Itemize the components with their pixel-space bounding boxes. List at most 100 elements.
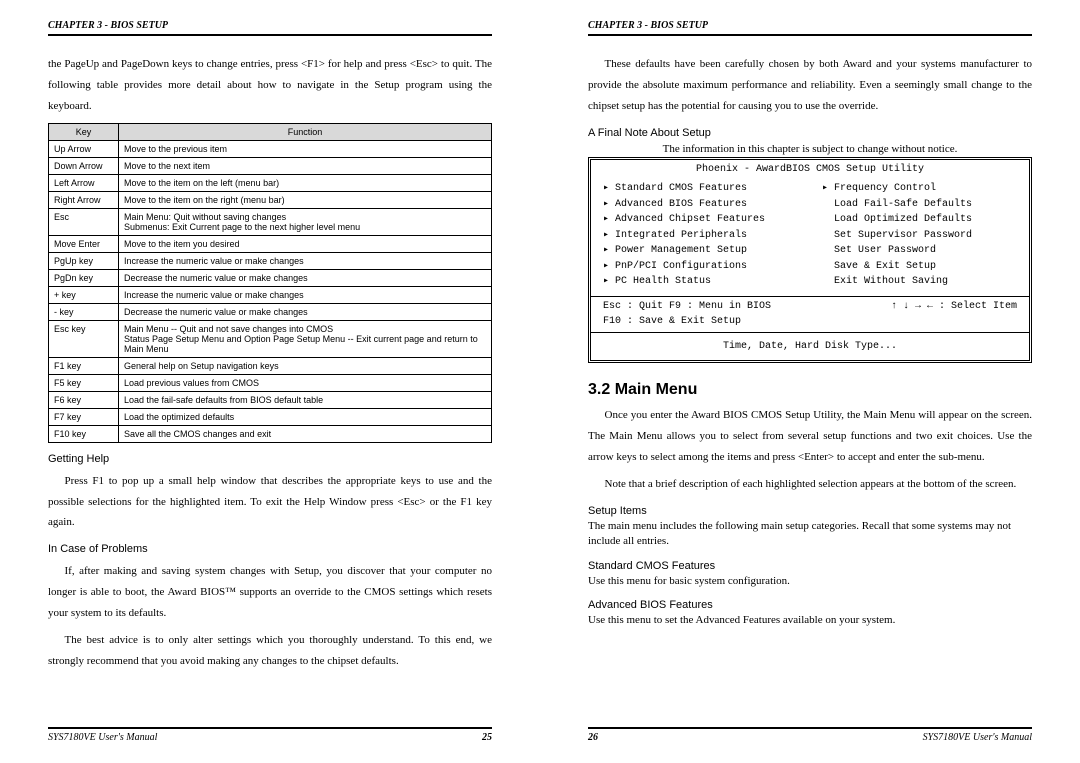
bios-menu-item: ▸ Advanced Chipset Features xyxy=(603,212,798,228)
bios-hint-row: Esc : Quit F9 : Menu in BIOS F10 : Save … xyxy=(591,297,1029,333)
chapter-header-right: CHAPTER 3 - BIOS SETUP xyxy=(588,20,1032,36)
table-row: Down ArrowMove to the next item xyxy=(49,157,492,174)
problems-p2: The best advice is to only alter setting… xyxy=(48,630,492,672)
table-cell-key: F10 key xyxy=(49,425,119,442)
table-row: PgDn keyDecrease the numeric value or ma… xyxy=(49,269,492,286)
bios-col-left: ▸ Standard CMOS Features▸ Advanced BIOS … xyxy=(591,181,810,290)
table-row: - keyDecrease the numeric value or make … xyxy=(49,303,492,320)
bios-title: Phoenix - AwardBIOS CMOS Setup Utility xyxy=(591,160,1029,178)
table-cell-key: Esc key xyxy=(49,320,119,357)
table-cell-function: Increase the numeric value or make chang… xyxy=(119,286,492,303)
table-cell-key: - key xyxy=(49,303,119,320)
bios-menu-item: Exit Without Saving xyxy=(822,274,1017,290)
chapter-header-left: CHAPTER 3 - BIOS SETUP xyxy=(48,20,492,36)
table-cell-function: Decrease the numeric value or make chang… xyxy=(119,303,492,320)
table-cell-key: F5 key xyxy=(49,374,119,391)
bios-menu-item: ▸ Power Management Setup xyxy=(603,243,798,259)
table-row: F1 keyGeneral help on Setup navigation k… xyxy=(49,357,492,374)
bios-menu-item: ▸ Frequency Control xyxy=(822,181,1017,197)
content-right: These defaults have been carefully chose… xyxy=(588,36,1032,727)
table-row: Esc keyMain Menu -- Quit and not save ch… xyxy=(49,320,492,357)
page-number-left: 25 xyxy=(482,732,492,743)
table-head-key: Key xyxy=(49,123,119,140)
bios-menu-item: ▸ Integrated Peripherals xyxy=(603,228,798,244)
table-cell-function: Main Menu: Quit without saving changes S… xyxy=(119,208,492,235)
table-cell-function: Main Menu -- Quit and not save changes i… xyxy=(119,320,492,357)
table-cell-function: Load previous values from CMOS xyxy=(119,374,492,391)
table-cell-function: Load the optimized defaults xyxy=(119,408,492,425)
table-cell-function: Move to the item on the left (menu bar) xyxy=(119,174,492,191)
table-cell-key: F1 key xyxy=(49,357,119,374)
main-menu-p2: Note that a brief description of each hi… xyxy=(588,474,1032,495)
table-row: F10 keySave all the CMOS changes and exi… xyxy=(49,425,492,442)
footer-manual-left: SYS7180VE User's Manual xyxy=(48,732,157,743)
table-cell-function: Save all the CMOS changes and exit xyxy=(119,425,492,442)
table-cell-function: Move to the next item xyxy=(119,157,492,174)
bios-col-right: ▸ Frequency Control Load Fail-Safe Defau… xyxy=(810,181,1029,290)
setup-items-heading: Setup Items xyxy=(588,505,1032,517)
intro-paragraph: the PageUp and PageDown keys to change e… xyxy=(48,54,492,117)
getting-help-body: Press F1 to pop up a small help window t… xyxy=(48,471,492,534)
table-row: PgUp keyIncrease the numeric value or ma… xyxy=(49,252,492,269)
bios-menu-item: Load Fail-Safe Defaults xyxy=(822,197,1017,213)
table-cell-key: Esc xyxy=(49,208,119,235)
bios-hint-right: ↑ ↓ → ← : Select Item xyxy=(891,299,1017,330)
table-cell-function: Increase the numeric value or make chang… xyxy=(119,252,492,269)
bios-menu-item: Load Optimized Defaults xyxy=(822,212,1017,228)
page-left: CHAPTER 3 - BIOS SETUP the PageUp and Pa… xyxy=(0,20,540,743)
advanced-bios-heading: Advanced BIOS Features xyxy=(588,599,1032,611)
getting-help-heading: Getting Help xyxy=(48,453,492,465)
table-cell-key: Right Arrow xyxy=(49,191,119,208)
keyboard-table: Key Function Up ArrowMove to the previou… xyxy=(48,123,492,443)
bios-setup-box: Phoenix - AwardBIOS CMOS Setup Utility ▸… xyxy=(588,157,1032,364)
bios-menu-item: ▸ PC Health Status xyxy=(603,274,798,290)
bios-menu-item: Set User Password xyxy=(822,243,1017,259)
bios-menu-item: ▸ PnP/PCI Configurations xyxy=(603,259,798,275)
table-cell-function: Move to the item on the right (menu bar) xyxy=(119,191,492,208)
bios-menu-item: ▸ Advanced BIOS Features xyxy=(603,197,798,213)
final-note-body: The information in this chapter is subje… xyxy=(588,143,1032,155)
bios-hint-left: Esc : Quit F9 : Menu in BIOS F10 : Save … xyxy=(603,299,771,330)
table-row: Up ArrowMove to the previous item xyxy=(49,140,492,157)
keyboard-table-body: Up ArrowMove to the previous itemDown Ar… xyxy=(49,140,492,442)
setup-items-body: The main menu includes the following mai… xyxy=(588,519,1032,550)
table-cell-key: Left Arrow xyxy=(49,174,119,191)
table-cell-key: PgUp key xyxy=(49,252,119,269)
table-row: Move EnterMove to the item you desired xyxy=(49,235,492,252)
standard-cmos-body: Use this menu for basic system configura… xyxy=(588,574,1032,589)
table-cell-function: Decrease the numeric value or make chang… xyxy=(119,269,492,286)
main-menu-title: 3.2 Main Menu xyxy=(588,381,1032,399)
standard-cmos-heading: Standard CMOS Features xyxy=(588,560,1032,572)
final-note-heading: A Final Note About Setup xyxy=(588,127,1032,139)
problems-heading: In Case of Problems xyxy=(48,543,492,555)
table-cell-function: Load the fail-safe defaults from BIOS de… xyxy=(119,391,492,408)
right-intro: These defaults have been carefully chose… xyxy=(588,54,1032,117)
bios-menu-item: Set Supervisor Password xyxy=(822,228,1017,244)
footer-left: SYS7180VE User's Manual 25 xyxy=(48,727,492,743)
table-cell-key: Move Enter xyxy=(49,235,119,252)
page-right: CHAPTER 3 - BIOS SETUP These defaults ha… xyxy=(540,20,1080,743)
table-row: Right ArrowMove to the item on the right… xyxy=(49,191,492,208)
table-cell-key: F6 key xyxy=(49,391,119,408)
bios-menu-item: Save & Exit Setup xyxy=(822,259,1017,275)
table-cell-function: Move to the previous item xyxy=(119,140,492,157)
table-cell-function: Move to the item you desired xyxy=(119,235,492,252)
table-cell-key: F7 key xyxy=(49,408,119,425)
table-cell-key: Down Arrow xyxy=(49,157,119,174)
main-menu-p1: Once you enter the Award BIOS CMOS Setup… xyxy=(588,405,1032,468)
bios-foot: Time, Date, Hard Disk Type... xyxy=(591,333,1029,361)
bios-menu-item: ▸ Standard CMOS Features xyxy=(603,181,798,197)
table-row: F6 keyLoad the fail-safe defaults from B… xyxy=(49,391,492,408)
problems-p1: If, after making and saving system chang… xyxy=(48,561,492,624)
table-row: Left ArrowMove to the item on the left (… xyxy=(49,174,492,191)
table-row: + keyIncrease the numeric value or make … xyxy=(49,286,492,303)
content-left: the PageUp and PageDown keys to change e… xyxy=(48,36,492,727)
table-row: F7 keyLoad the optimized defaults xyxy=(49,408,492,425)
table-cell-function: General help on Setup navigation keys xyxy=(119,357,492,374)
table-cell-key: PgDn key xyxy=(49,269,119,286)
table-head-function: Function xyxy=(119,123,492,140)
bios-columns: ▸ Standard CMOS Features▸ Advanced BIOS … xyxy=(591,177,1029,297)
page-number-right: 26 xyxy=(588,732,598,743)
table-row: F5 keyLoad previous values from CMOS xyxy=(49,374,492,391)
footer-manual-right: SYS7180VE User's Manual xyxy=(923,732,1032,743)
